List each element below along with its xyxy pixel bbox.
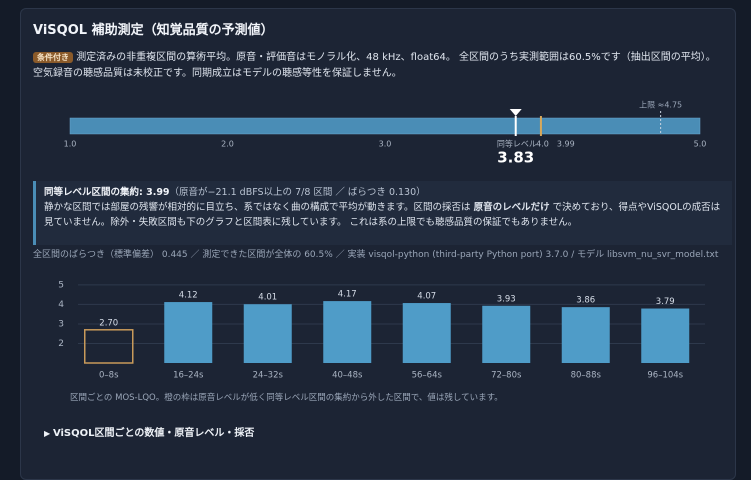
note-block: 条件付き 測定済みの非重複区間の算術平均。原音・評価音はモノラル化、48 kHz…: [33, 50, 723, 82]
y-tick-label: 5: [58, 280, 64, 290]
badge: 条件付き: [33, 52, 73, 63]
reference-label: 同等レベル: [497, 139, 537, 149]
ceiling-label: 上限 ≈4.75: [639, 101, 682, 110]
x-tick-label: 56–64s: [412, 371, 443, 381]
bar-value-label: 4.01: [258, 293, 277, 303]
y-tick-label: 3: [58, 319, 64, 329]
disclosure-arrow: ▶: [44, 429, 53, 438]
x-tick-label: 40–48s: [332, 371, 363, 381]
title: ViSQOL 補助測定（知覚品質の予測値）: [33, 23, 274, 38]
gauge-track: [69, 117, 701, 135]
info-box: 同等レベル区間の集約: 3.99（原音が−21.1 dBFS以上の 7/8 区間…: [33, 181, 732, 245]
x-tick-label: 72–80s: [491, 371, 522, 381]
x-tick-label: 16–24s: [173, 371, 204, 381]
info-title: 同等レベル区間の集約: 3.99: [44, 187, 170, 198]
bar-value-label: 3.93: [497, 294, 516, 304]
details-toggle[interactable]: ▶ ViSQOL区間ごとの数値・原音レベル・採否: [44, 424, 254, 439]
reference-value: 3.99: [557, 140, 575, 149]
x-tick-label: 24–32s: [253, 371, 284, 381]
bar: [243, 304, 292, 363]
gauge-tick-label: 4.0: [536, 140, 549, 149]
charts: 1.0 2.0 3.0 4.0 5.0 上限 ≈4.75 同等レベル 3.99 3.83 2 3 4 5…: [58, 101, 707, 381]
stats: 全区間のばらつき（標準偏差） 0.445 ／ 測定できた区間が全体の 60.5%…: [33, 250, 719, 260]
bar-value-label: 3.79: [656, 297, 675, 307]
info-emphasis: 原音のレベルだけ: [473, 202, 550, 213]
y-tick-label: 4: [58, 300, 64, 310]
x-tick-label: 96–104s: [647, 371, 683, 381]
bar-value-label: 4.07: [417, 292, 436, 302]
details-label: ViSQOL区間ごとの数値・原音レベル・採否: [52, 428, 255, 439]
bar: [323, 301, 372, 363]
page: ViSQOL 補助測定（知覚品質の予測値） 条件付き 測定済みの非重複区間の算術…: [20, 8, 736, 480]
bar: [164, 302, 213, 363]
x-tick-label: 80–88s: [571, 371, 602, 381]
bar-value-label: 3.86: [576, 296, 595, 306]
bar: [84, 329, 134, 364]
gauge-tick-label: 1.0: [64, 140, 77, 149]
bar-value-label: 2.70: [99, 318, 118, 328]
note: 測定済みの非重複区間の算術平均。原音・評価音はモノラル化、48 kHz、floa…: [33, 52, 716, 79]
bar: [402, 303, 451, 363]
value-marker: [509, 109, 522, 116]
bar-value-label: 4.12: [179, 291, 198, 301]
chart-caption: 区間ごとの MOS-LQO。橙の枠は原音レベルが低く同等レベル区間の集約から外し…: [70, 393, 503, 403]
x-tick-label: 0–8s: [99, 371, 119, 381]
bar: [482, 305, 531, 363]
gauge-tick-label: 5.0: [694, 140, 707, 149]
info-detail: （原音が−21.1 dBFS以上の 7/8 区間 ／ ばらつき 0.130）: [169, 187, 426, 198]
bar: [641, 308, 690, 363]
bar-value-label: 4.17: [338, 290, 357, 300]
value-label: 3.83: [497, 149, 534, 167]
y-tick-label: 2: [58, 339, 64, 349]
info-body: で決めており、得点やViSQOLの成否は見ていません。除外・失敗区間も下のグラフ…: [44, 202, 721, 228]
bar: [561, 307, 610, 363]
gauge-tick-label: 3.0: [379, 140, 392, 149]
gauge-tick-label: 2.0: [221, 140, 234, 149]
info-body: 静かな区間では部屋の残響が相対的に目立ち、系ではなく曲の構成で平均が動きます。区…: [44, 202, 474, 213]
